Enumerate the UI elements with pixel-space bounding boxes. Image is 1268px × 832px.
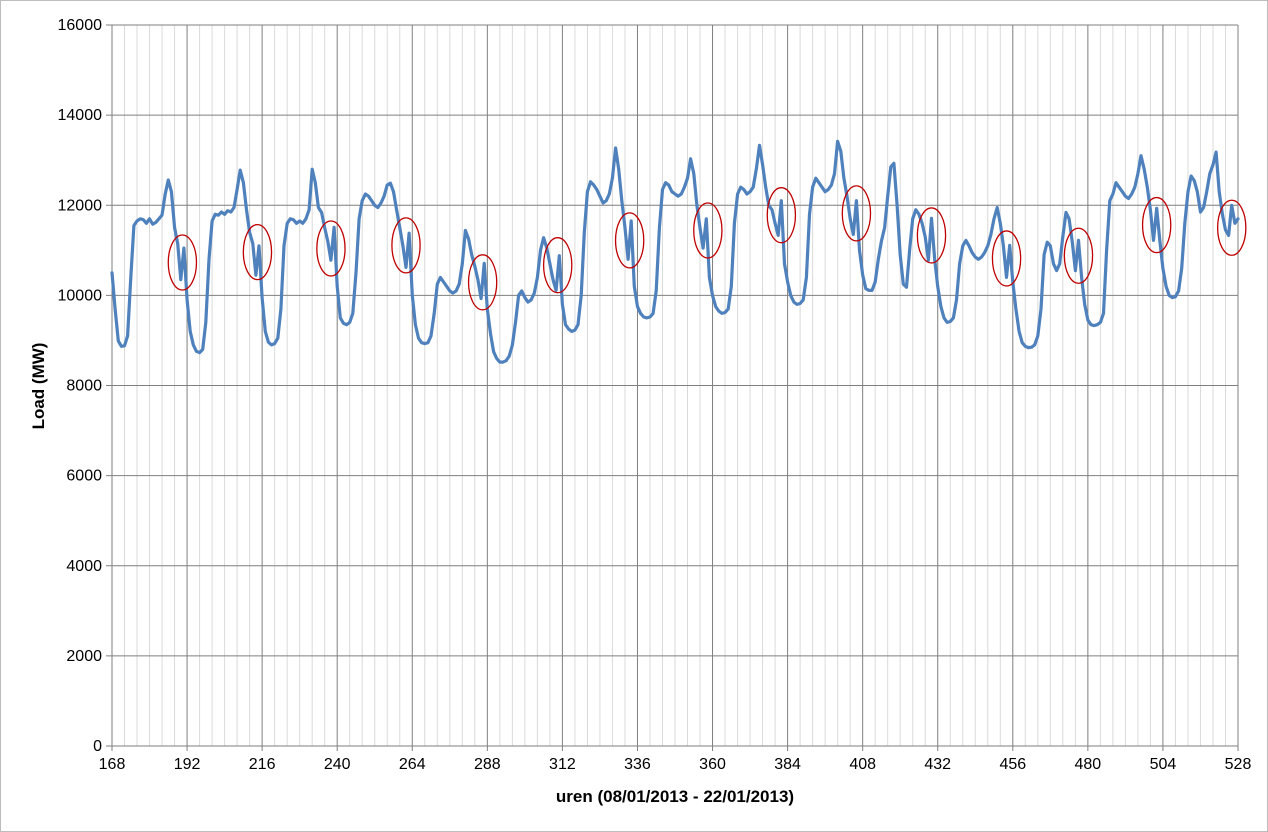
x-axis-tick-label: 408: [849, 756, 876, 773]
x-axis-tick-label: 456: [999, 756, 1026, 773]
axes: [106, 24, 1239, 751]
x-axis-tick-label: 432: [924, 756, 951, 773]
dip-annotation-ellipse: [1216, 199, 1247, 256]
y-axis-tick-label: 8000: [66, 378, 102, 395]
dip-annotation-ellipse: [167, 234, 198, 291]
dip-annotation-ellipse: [916, 207, 947, 264]
dip-annotation-ellipse: [1063, 227, 1094, 284]
x-axis-tick-label: 192: [174, 756, 201, 773]
y-axis-tick-label: 16000: [58, 17, 103, 34]
x-axis-tick-label: 240: [324, 756, 351, 773]
x-axis-tick-label: 312: [549, 756, 576, 773]
x-axis-tick-label: 288: [474, 756, 501, 773]
dip-annotation-ellipse: [542, 237, 573, 294]
y-axis-tick-label: 10000: [58, 287, 103, 304]
dip-annotation-ellipse: [841, 185, 872, 242]
chart-render-root: 168 192 216 240 264 288 312 336 360 384 408 432 456 4…: [58, 17, 1252, 773]
dip-annotation-ellipse: [316, 220, 346, 277]
dip-annotation-ellipse: [242, 223, 273, 281]
x-axis-tick-label: 504: [1150, 756, 1177, 773]
y-axis-tick-label: 12000: [58, 197, 103, 214]
y-axis-tick-label: 14000: [58, 107, 103, 124]
dip-annotation-ellipse: [693, 202, 723, 259]
dip-annotation-ellipse: [991, 230, 1022, 287]
y-axis-tick-label: 4000: [66, 558, 102, 575]
x-axis-tick-label: 384: [774, 756, 801, 773]
dip-annotation-ellipse: [467, 254, 498, 311]
dip-annotation-ellipse: [1141, 196, 1172, 254]
y-axis-tick-labels: 0 2000 4000 6000 8000 10000 12000 14000 16000: [58, 17, 103, 755]
load-series-line: [110, 139, 1240, 364]
dip-annotation-ellipse: [391, 217, 421, 274]
x-axis-tick-label: 528: [1225, 756, 1252, 773]
dip-annotation-ellipse: [766, 187, 797, 244]
y-axis-tick-label: 6000: [66, 468, 102, 485]
y-axis-tick-label: 2000: [66, 648, 102, 665]
x-axis-tick-label: 168: [99, 756, 126, 773]
x-axis-tick-label: 360: [699, 756, 726, 773]
x-axis-tick-label: 336: [624, 756, 651, 773]
y-axis-tick-label: 0: [93, 738, 102, 755]
y-gridlines: [112, 24, 1238, 657]
x-axis-title: uren (08/01/2013 - 22/01/2013): [556, 787, 794, 806]
x-major-gridlines: [186, 25, 1239, 746]
x-axis-tick-label: 216: [249, 756, 276, 773]
x-axis-tick-label: 480: [1075, 756, 1102, 773]
x-axis-tick-labels: 168 192 216 240 264 288 312 336 360 384 408 432 456 4…: [99, 756, 1252, 773]
dip-annotation-ellipse: [614, 212, 645, 269]
y-axis-title: Load (MW): [29, 343, 48, 430]
x-axis-tick-label: 264: [399, 756, 426, 773]
annotation-ellipses: [167, 185, 1247, 311]
series: [110, 139, 1240, 364]
